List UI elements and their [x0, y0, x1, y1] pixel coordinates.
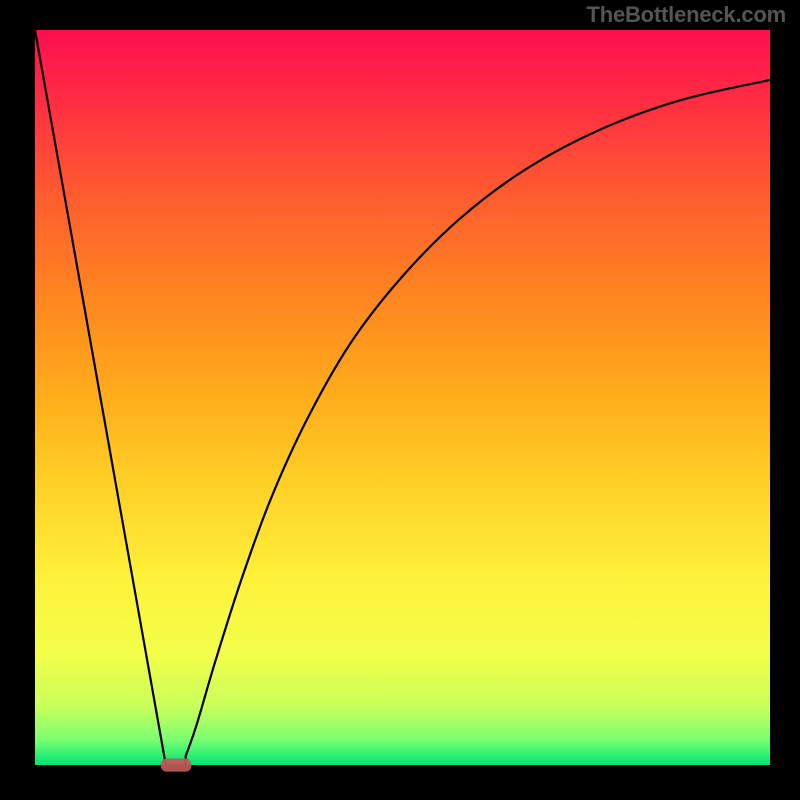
bottleneck-chart — [0, 0, 800, 800]
watermark-text: TheBottleneck.com — [586, 2, 786, 28]
minimum-marker — [161, 758, 192, 771]
chart-container: TheBottleneck.com — [0, 0, 800, 800]
